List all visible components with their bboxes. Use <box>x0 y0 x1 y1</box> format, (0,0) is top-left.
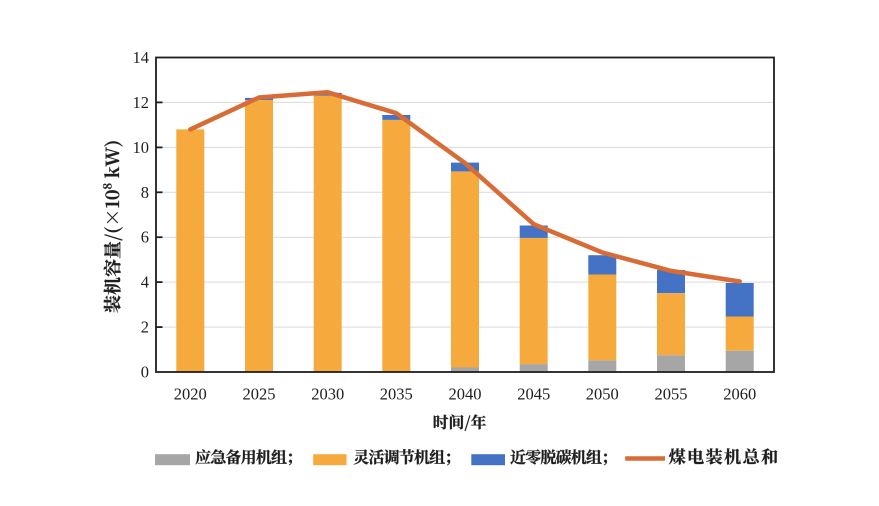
svg-text:2045: 2045 <box>517 385 550 404</box>
svg-text:10: 10 <box>133 138 150 157</box>
svg-text:2040: 2040 <box>449 385 482 404</box>
svg-text:2060: 2060 <box>723 385 756 404</box>
svg-text:2035: 2035 <box>380 385 413 404</box>
svg-text:2: 2 <box>141 318 149 337</box>
svg-text:2050: 2050 <box>586 385 619 404</box>
svg-text:2025: 2025 <box>243 385 276 404</box>
svg-text:6: 6 <box>141 228 149 247</box>
svg-text:2020: 2020 <box>174 385 207 404</box>
svg-text:14: 14 <box>133 48 150 67</box>
svg-text:8: 8 <box>141 183 149 202</box>
svg-text:2055: 2055 <box>655 385 688 404</box>
svg-text:0: 0 <box>141 363 149 382</box>
svg-text:2030: 2030 <box>311 385 344 404</box>
svg-text:4: 4 <box>141 273 149 292</box>
svg-text:12: 12 <box>133 93 150 112</box>
